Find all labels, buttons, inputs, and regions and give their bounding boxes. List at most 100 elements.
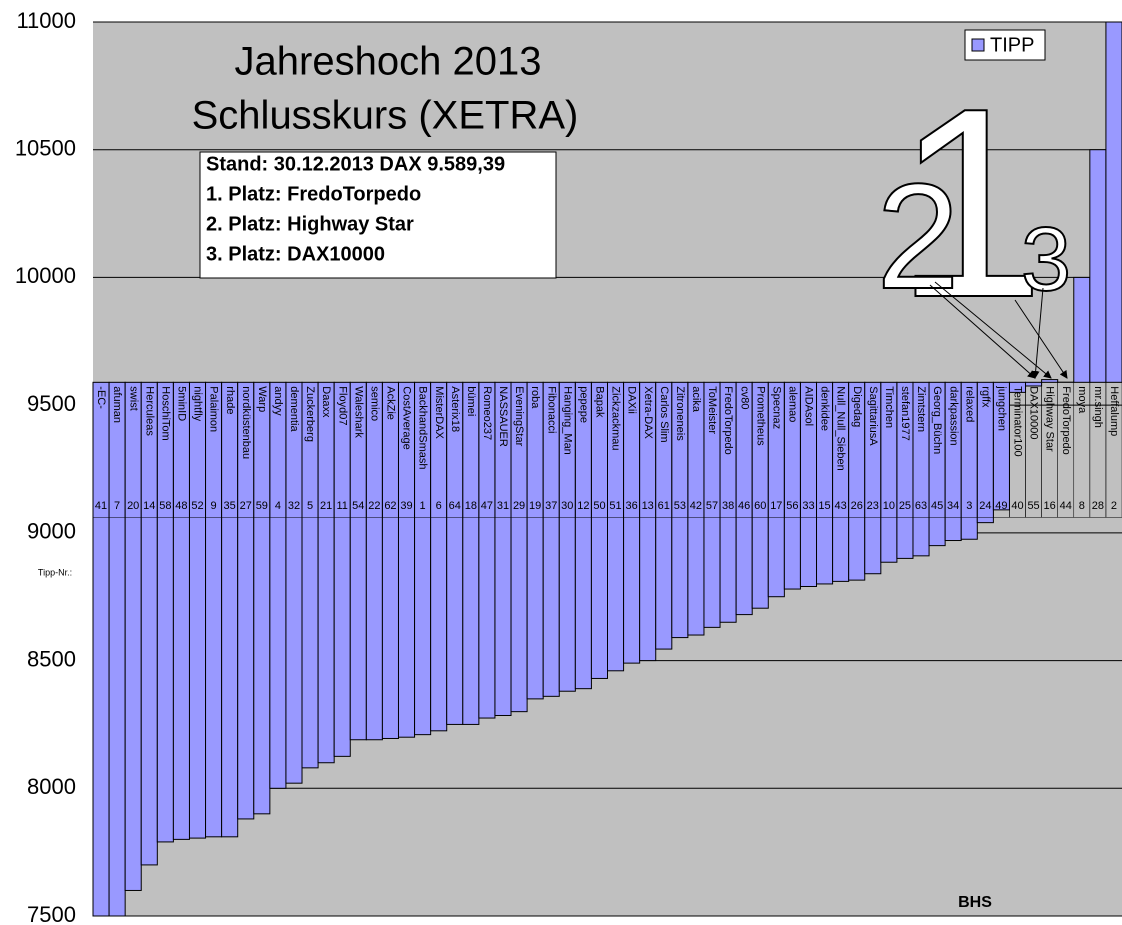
y-tick-label: 7500 bbox=[27, 902, 76, 925]
tipp-number: 59 bbox=[256, 500, 268, 512]
x-tick-label: dementia bbox=[288, 386, 300, 432]
x-tick-label: Daaxx bbox=[320, 386, 332, 418]
bar bbox=[92, 381, 110, 917]
tipp-number: 38 bbox=[722, 500, 734, 512]
rank-marker: 3 bbox=[1021, 210, 1071, 310]
tipp-number: 29 bbox=[513, 500, 525, 512]
x-tick-label: jungchen bbox=[996, 385, 1008, 431]
bar bbox=[172, 381, 190, 840]
tipp-number: 43 bbox=[835, 500, 847, 512]
bar bbox=[1105, 21, 1122, 383]
bar bbox=[1089, 149, 1107, 383]
x-tick-label: pepepe bbox=[577, 386, 589, 423]
tipp-number: 26 bbox=[851, 500, 863, 512]
x-tick-label: Zickzackmau bbox=[610, 386, 622, 450]
bar bbox=[108, 381, 126, 917]
bar bbox=[381, 381, 399, 739]
tipp-number: 3 bbox=[966, 500, 972, 512]
x-tick-label: EveningStar bbox=[513, 386, 525, 446]
x-tick-label: Waleshark bbox=[352, 386, 364, 438]
x-tick-label: Specnaz bbox=[770, 386, 782, 429]
tipp-number: 21 bbox=[320, 500, 332, 512]
tipp-number: 17 bbox=[770, 500, 782, 512]
tipp-number: 12 bbox=[577, 500, 589, 512]
bar bbox=[365, 381, 383, 741]
tipp-number: 8 bbox=[1079, 500, 1085, 512]
rank-marker: 1 bbox=[895, 53, 1045, 354]
x-tick-label: HoschiTom bbox=[159, 386, 171, 440]
y-tick-label: 9000 bbox=[27, 519, 76, 544]
x-tick-label: AckZie bbox=[385, 386, 397, 420]
x-tick-label: Warp bbox=[256, 386, 268, 412]
x-tick-label: NASSAUER bbox=[497, 386, 509, 447]
tipp-number: 20 bbox=[127, 500, 139, 512]
bar bbox=[1073, 276, 1091, 383]
tipp-number: 58 bbox=[159, 500, 171, 512]
x-tick-label: relaxed bbox=[963, 386, 975, 422]
x-tick-label: swist bbox=[127, 386, 139, 410]
tipp-number: 32 bbox=[288, 500, 300, 512]
tipp-number: 61 bbox=[658, 500, 670, 512]
x-tick-label: SagittariusA bbox=[867, 386, 879, 446]
tipp-number: 39 bbox=[400, 500, 412, 512]
tipp-number: 30 bbox=[561, 500, 573, 512]
tipp-number: 53 bbox=[674, 500, 686, 512]
x-tick-label: FredoTorpedo bbox=[1060, 386, 1072, 455]
y-tick-label: 8500 bbox=[27, 646, 76, 671]
tipp-number: 49 bbox=[995, 500, 1007, 512]
bar bbox=[735, 381, 753, 616]
x-tick-label: Prometheus bbox=[754, 386, 766, 446]
bar bbox=[590, 381, 608, 679]
x-tick-label: alemao bbox=[786, 386, 798, 422]
x-tick-label: Zitroneneis bbox=[674, 386, 686, 441]
tipp-number: 13 bbox=[642, 500, 654, 512]
x-tick-label: ToMeister bbox=[706, 386, 718, 434]
bar bbox=[333, 381, 351, 757]
x-tick-label: Highway Star bbox=[1044, 386, 1056, 452]
tipp-number: 37 bbox=[545, 500, 557, 512]
x-tick-label: cv80 bbox=[738, 386, 750, 409]
tipp-number: 51 bbox=[609, 500, 621, 512]
tipp-number: 63 bbox=[915, 500, 927, 512]
tipp-number: 2 bbox=[1111, 500, 1117, 512]
bar bbox=[124, 381, 142, 891]
bar bbox=[205, 381, 223, 838]
bar bbox=[156, 381, 174, 843]
tipp-number: 57 bbox=[706, 500, 718, 512]
x-tick-label: 5minID bbox=[176, 386, 188, 421]
tipp-number: 22 bbox=[368, 500, 380, 512]
tipp-number: 9 bbox=[211, 500, 217, 512]
bar bbox=[446, 381, 464, 725]
y-tick-label: 10000 bbox=[15, 263, 76, 288]
x-tick-label: CostAverage bbox=[401, 386, 413, 449]
bar bbox=[188, 381, 207, 839]
tipp-number: 55 bbox=[1027, 500, 1039, 512]
x-tick-label: Digedag bbox=[851, 386, 863, 427]
x-tick-label: bümei bbox=[465, 386, 477, 416]
tipp-number: 27 bbox=[240, 500, 252, 512]
chart-title: Schlusskurs (XETRA) bbox=[192, 94, 579, 138]
tipp-number: 7 bbox=[114, 500, 120, 512]
x-tick-label: nightfly bbox=[192, 386, 204, 421]
x-tick-label: Romeo237 bbox=[481, 386, 493, 440]
tipp-number: 5 bbox=[307, 500, 313, 512]
x-tick-label: nordküstenbau bbox=[240, 386, 252, 459]
tipp-number: 23 bbox=[867, 500, 879, 512]
tipp-number: 25 bbox=[899, 500, 911, 512]
tipp-number: 15 bbox=[818, 500, 830, 512]
y-tick-label: 8000 bbox=[27, 774, 76, 799]
x-tick-label: Null_Null_Sieben bbox=[835, 386, 847, 470]
x-tick-label: AIDAsol bbox=[803, 386, 815, 426]
x-tick-label: Palaimon bbox=[208, 386, 220, 432]
bar bbox=[269, 381, 287, 789]
tipp-number: 54 bbox=[352, 500, 364, 512]
tipp-number: 56 bbox=[786, 500, 798, 512]
annotation: 2. Platz: Highway Star bbox=[206, 213, 414, 235]
bar bbox=[253, 381, 271, 815]
tipp-number: 18 bbox=[465, 500, 477, 512]
x-tick-label: mr.singh bbox=[1092, 386, 1104, 428]
tipp-number: 62 bbox=[384, 500, 396, 512]
tipp-number: 52 bbox=[191, 500, 203, 512]
tipp-number: 35 bbox=[224, 500, 236, 512]
arrow bbox=[929, 284, 1036, 379]
